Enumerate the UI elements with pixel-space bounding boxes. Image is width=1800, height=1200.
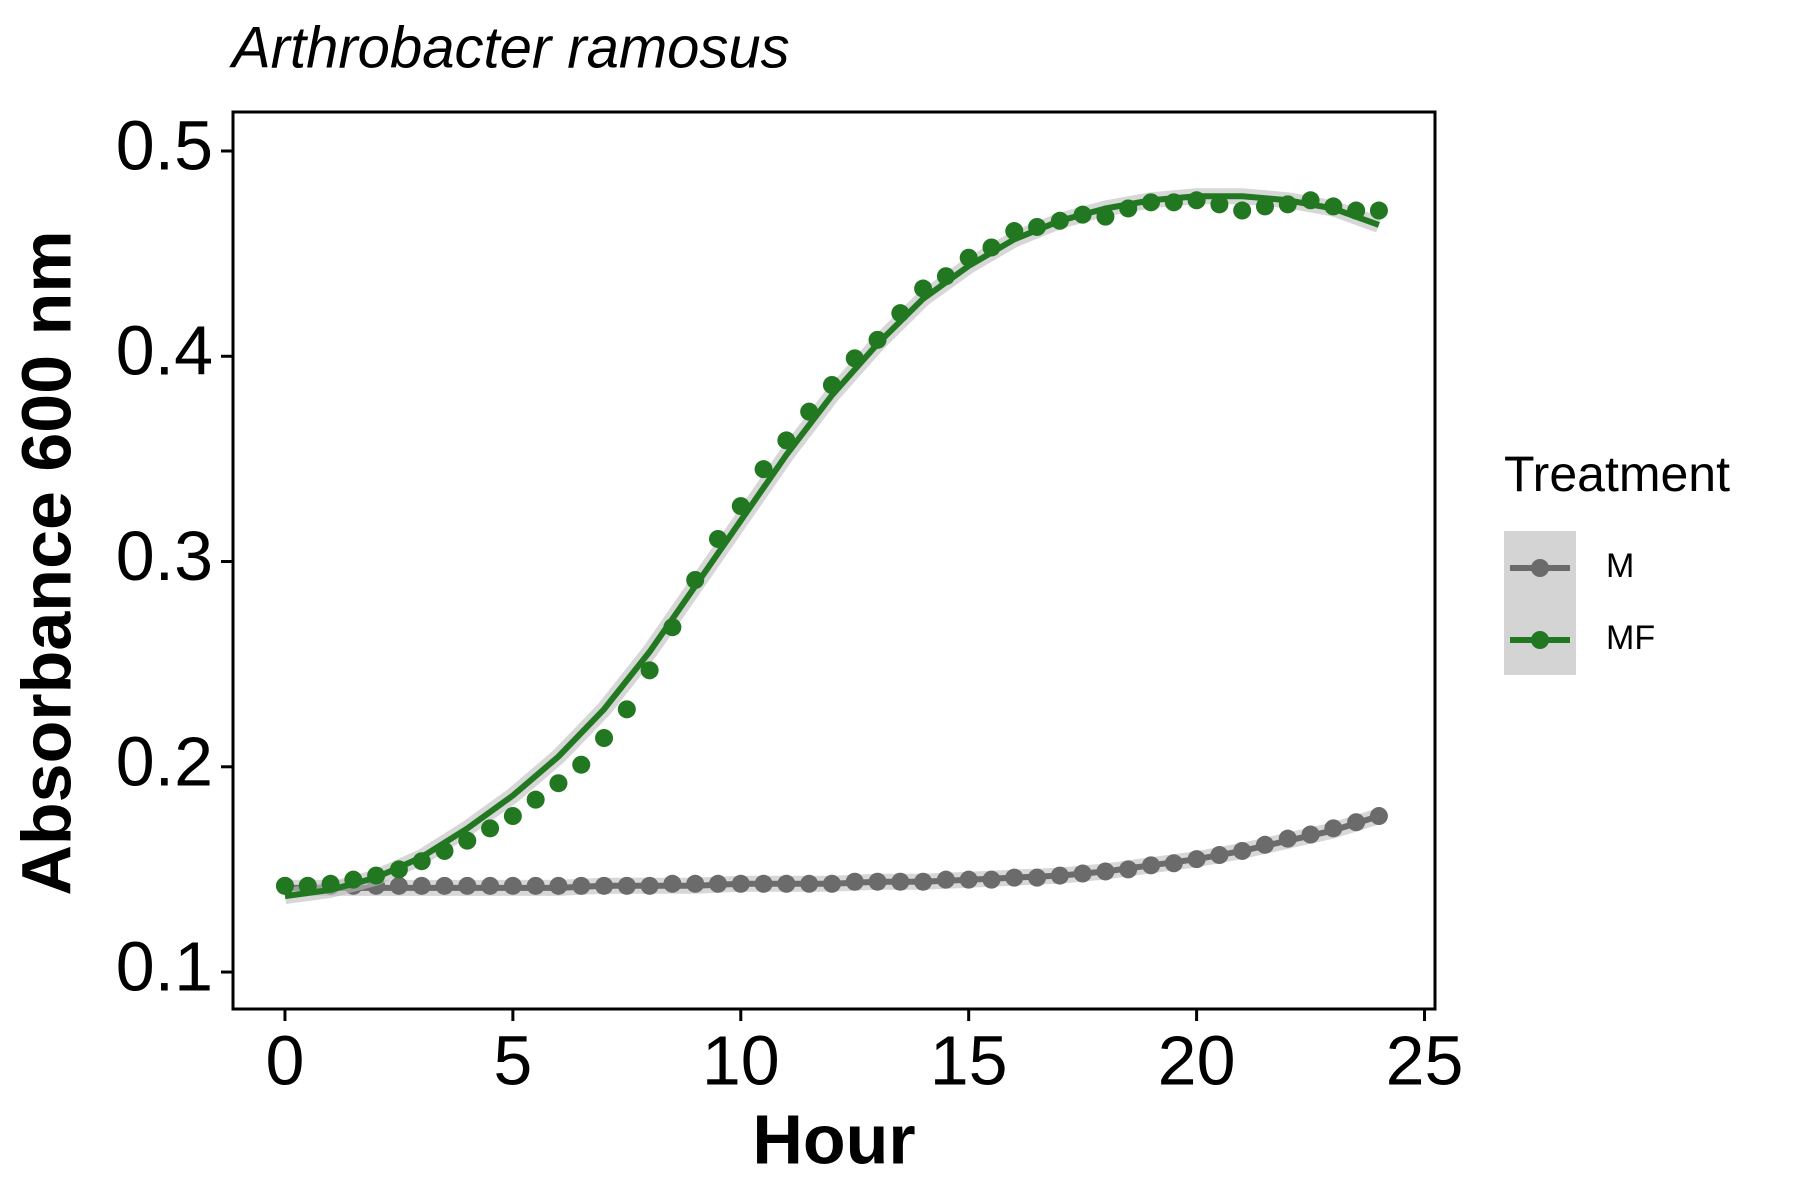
x-tick-label: 0 bbox=[265, 1021, 304, 1099]
x-tick-label: 5 bbox=[493, 1021, 532, 1099]
y-tick-label: 0.4 bbox=[116, 312, 213, 390]
legend-label: M bbox=[1606, 547, 1634, 585]
y-axis-title: Absorbance 600 nm bbox=[7, 230, 85, 895]
y-tick-label: 0.1 bbox=[116, 928, 213, 1006]
legend-key-box bbox=[1504, 531, 1576, 675]
x-tick-label: 20 bbox=[1158, 1021, 1236, 1099]
y-tick-label: 0.2 bbox=[116, 722, 213, 800]
point bbox=[640, 661, 659, 680]
point bbox=[1233, 201, 1252, 220]
legend-title: Treatment bbox=[1504, 446, 1730, 502]
point bbox=[1255, 197, 1274, 216]
point bbox=[1369, 201, 1388, 220]
x-tick-label: 15 bbox=[930, 1021, 1008, 1099]
point bbox=[617, 700, 636, 719]
point bbox=[481, 819, 500, 838]
legend-dot bbox=[1531, 631, 1549, 649]
x-axis-title: Hour bbox=[752, 1100, 915, 1178]
point bbox=[458, 831, 477, 850]
point bbox=[503, 807, 522, 826]
legend-label: MF bbox=[1606, 619, 1655, 657]
x-tick-label: 10 bbox=[702, 1021, 780, 1099]
x-tick-label: 25 bbox=[1386, 1021, 1464, 1099]
fit-ribbon bbox=[283, 188, 1382, 905]
point bbox=[572, 755, 591, 774]
point bbox=[526, 790, 545, 809]
plot-frame bbox=[231, 110, 1437, 1011]
point bbox=[595, 729, 614, 748]
y-tick-label: 0.5 bbox=[116, 106, 213, 184]
fit-line bbox=[285, 813, 1380, 891]
point bbox=[754, 460, 773, 479]
point bbox=[1210, 195, 1229, 214]
legend-dot bbox=[1531, 559, 1549, 577]
point bbox=[549, 774, 568, 793]
y-tick-label: 0.3 bbox=[116, 517, 213, 595]
fit-line bbox=[284, 193, 1380, 900]
chart-title: Arthrobacter ramosus bbox=[229, 15, 790, 80]
point bbox=[275, 876, 294, 895]
